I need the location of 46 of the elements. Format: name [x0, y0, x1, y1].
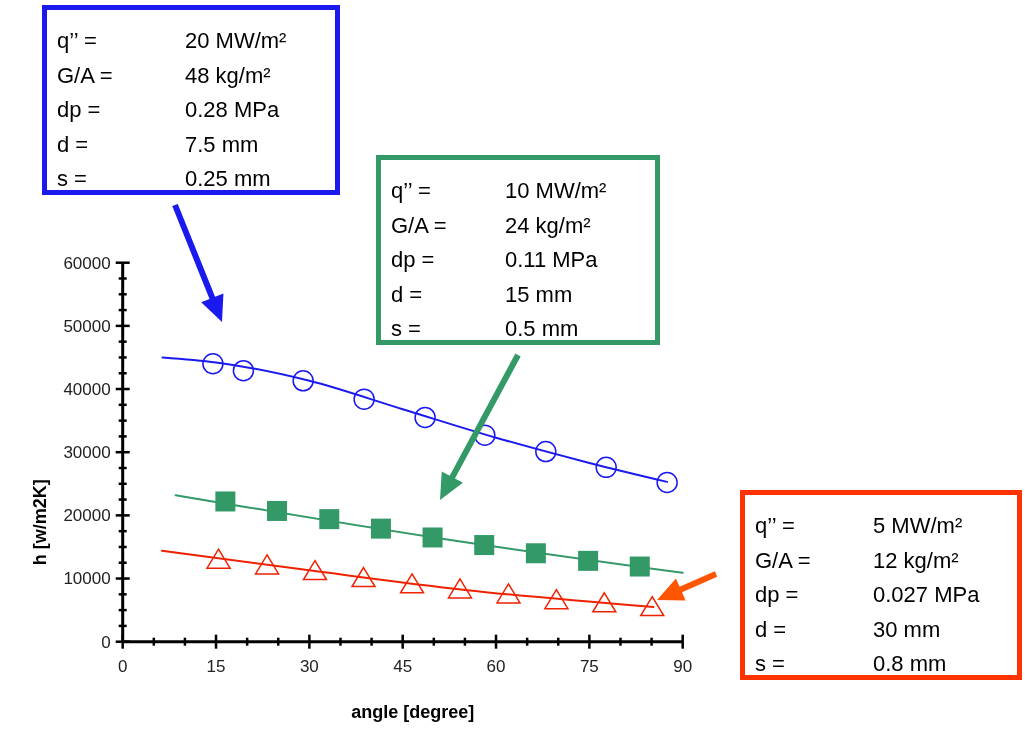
point — [474, 535, 495, 556]
x-tick-label: 30 — [299, 656, 319, 676]
y-tick-label: 50000 — [63, 316, 111, 336]
x-tick-label: 60 — [486, 656, 506, 676]
point — [215, 491, 236, 512]
point — [414, 406, 436, 429]
point — [302, 559, 328, 581]
point — [202, 353, 224, 375]
point — [496, 583, 521, 604]
point — [319, 509, 340, 530]
y-axis-title: h [w/m2K] — [29, 479, 50, 566]
point — [578, 550, 599, 571]
y-tick-label: 0 — [101, 632, 111, 652]
y-tick-label: 20000 — [63, 506, 111, 526]
y-tick-label: 60000 — [63, 253, 111, 273]
x-axis-title: angle [degree] — [351, 701, 475, 722]
point — [592, 592, 617, 613]
point — [232, 359, 255, 382]
point — [370, 518, 391, 539]
point — [353, 388, 375, 410]
point — [544, 588, 569, 610]
point — [399, 573, 425, 594]
point — [292, 370, 314, 392]
point — [267, 500, 288, 521]
y-tick-label: 40000 — [63, 379, 111, 399]
point — [639, 595, 665, 617]
point — [629, 556, 650, 577]
point — [595, 456, 617, 479]
point — [525, 543, 546, 564]
point — [447, 578, 473, 599]
y-tick-label: 10000 — [63, 569, 111, 589]
x-tick-label: 15 — [206, 656, 226, 676]
point — [254, 554, 280, 575]
point — [422, 527, 443, 548]
x-tick-label: 75 — [579, 656, 599, 676]
point — [206, 548, 231, 569]
point — [656, 471, 678, 494]
point — [535, 440, 557, 463]
text: q’’ = 20 MW/m² G/A = 48 kg/m² dp = 0.28 MPa d = 7.5 mm s = 0.25 mm — [57, 28, 287, 191]
x-tick-label: 90 — [673, 656, 693, 676]
point — [351, 566, 376, 588]
x-tick-label: 45 — [393, 656, 413, 676]
text: q’’ = 5 MW/m² G/A = 12 kg/m² dp = 0.027 MPa d = 30 mm s = 0.8 mm — [755, 513, 980, 676]
text: q’’ = 10 MW/m² G/A = 24 kg/m² dp = 0.11 MPa d = 15 mm s = 0.5 mm — [391, 178, 607, 341]
y-tick-label: 30000 — [63, 443, 111, 463]
x-tick-label: 0 — [117, 656, 128, 676]
